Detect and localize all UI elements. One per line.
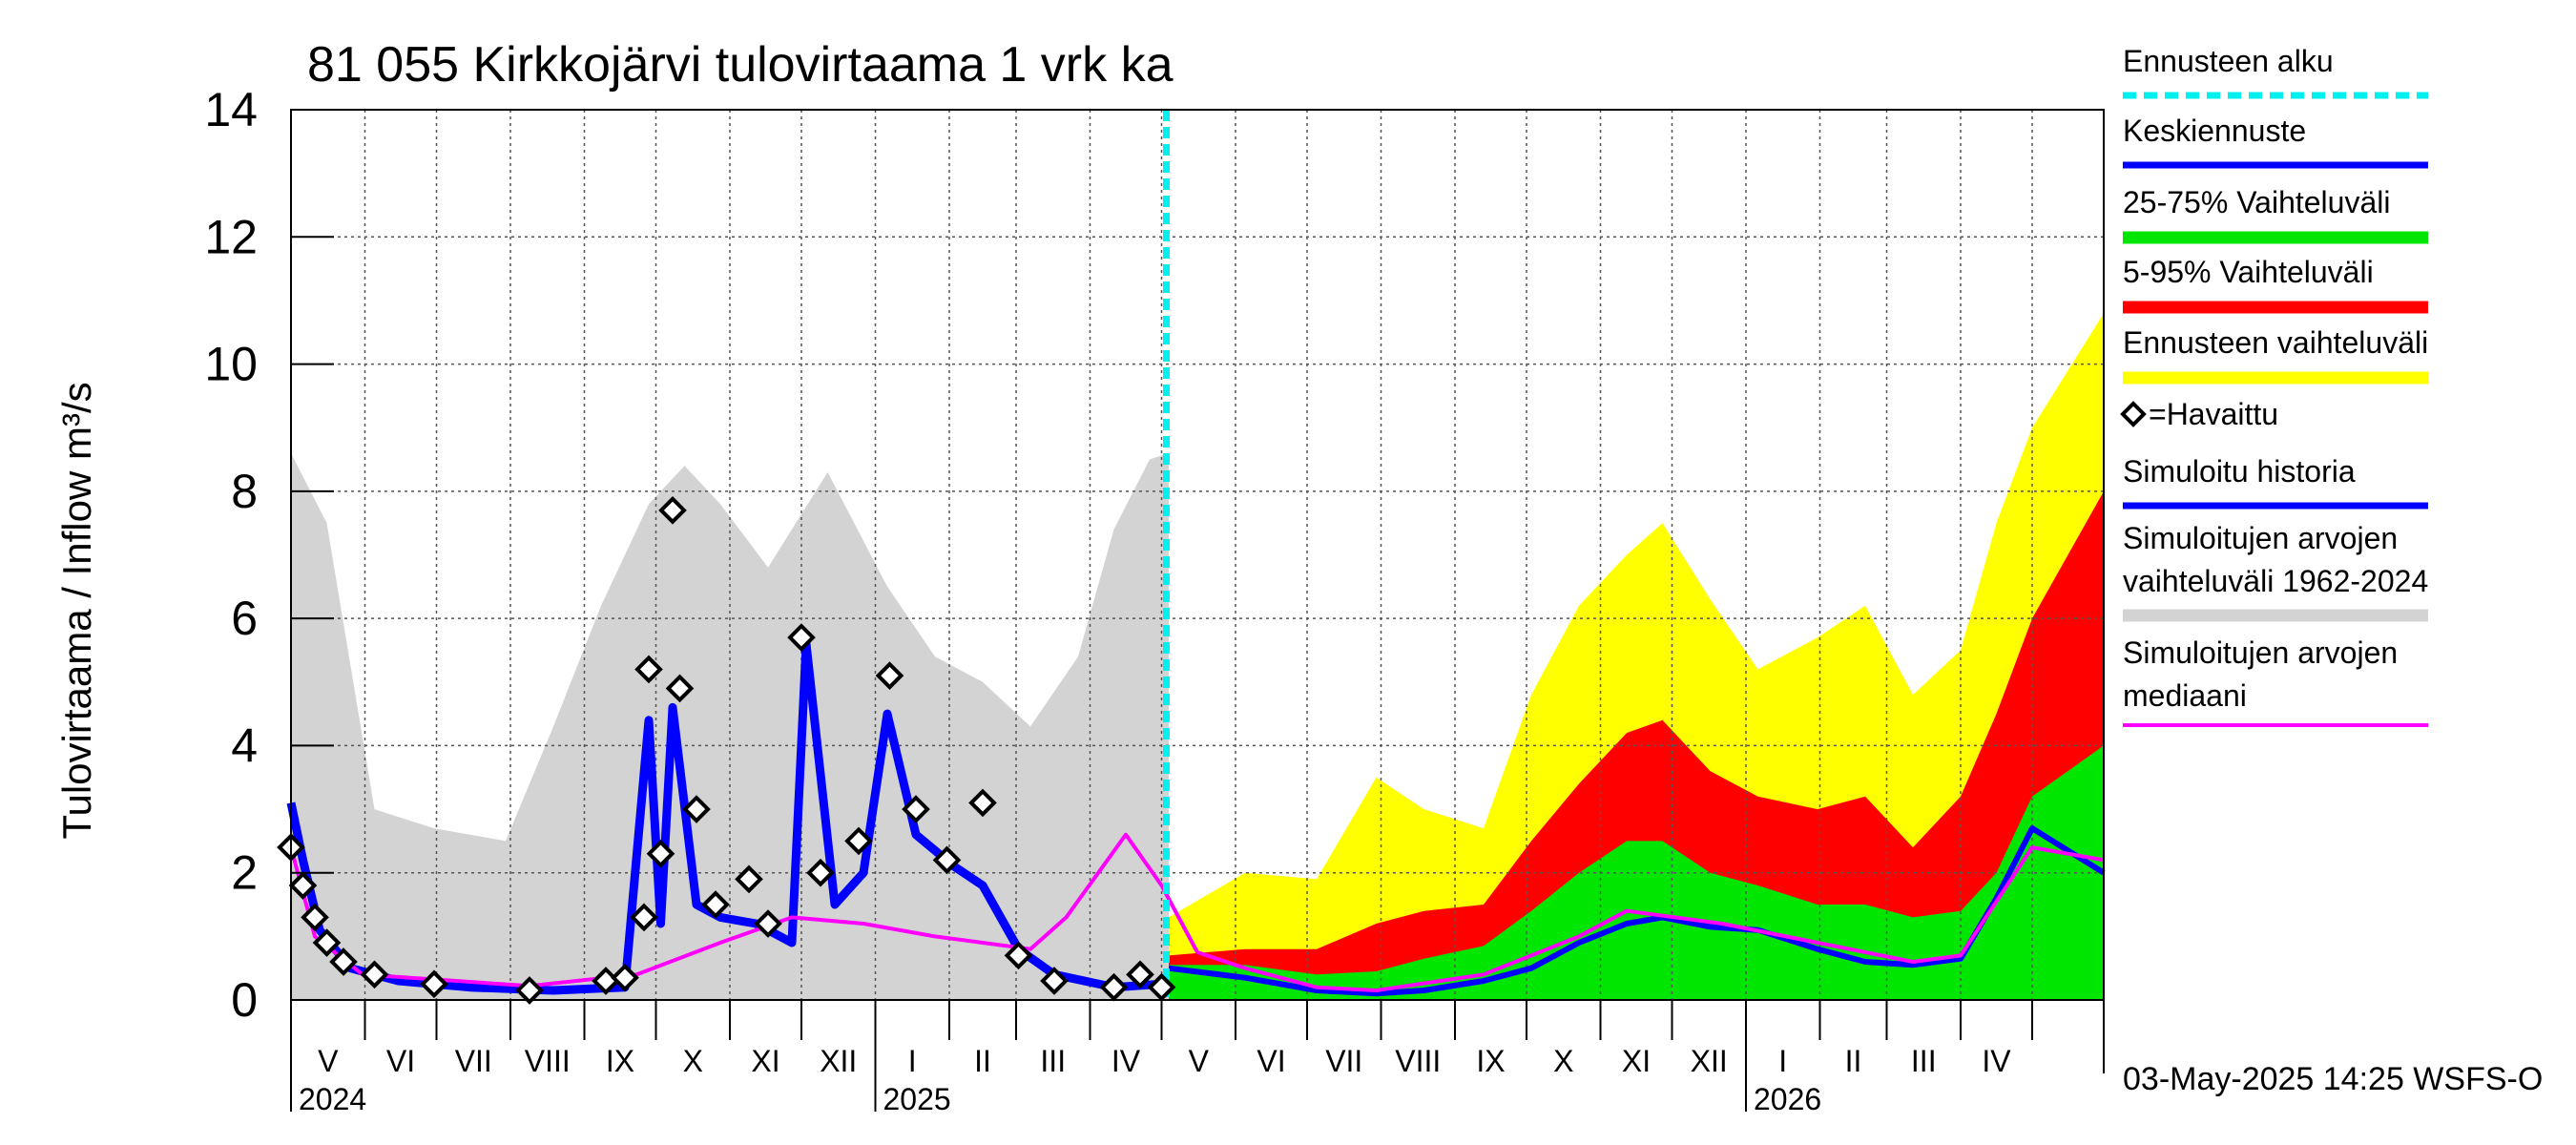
sim-history-line xyxy=(286,639,1162,995)
y-tick-label: 12 xyxy=(204,210,258,263)
y-tick-label: 10 xyxy=(204,338,258,391)
x-month-label: VIII xyxy=(1395,1044,1441,1078)
x-year-label: 2025 xyxy=(883,1082,951,1116)
observed-marker xyxy=(875,661,904,690)
observed-marker xyxy=(682,795,711,823)
x-month-label: X xyxy=(1553,1044,1573,1078)
x-month-label: III xyxy=(1040,1044,1066,1078)
x-month-label: II xyxy=(1845,1044,1862,1078)
x-month-label: VII xyxy=(1325,1044,1362,1078)
observed-marker xyxy=(630,903,658,932)
observed-marker xyxy=(754,909,782,938)
observed-marker xyxy=(634,655,663,684)
observed-marker xyxy=(902,795,930,823)
legend-label: =Havaittu xyxy=(2149,397,2278,431)
y-tick-label: 2 xyxy=(231,846,258,900)
legend-label: 5-95% Vaihteluväli xyxy=(2123,255,2374,289)
x-year-label: 2024 xyxy=(299,1082,366,1116)
x-month-label: VIII xyxy=(525,1044,571,1078)
observed-marker xyxy=(665,674,695,703)
y-tick-label: 0 xyxy=(231,973,258,1027)
legend-swatch-observed xyxy=(2120,401,2147,427)
observed-marker xyxy=(1040,967,1069,995)
x-month-label: IX xyxy=(606,1044,634,1078)
observed-marker xyxy=(1147,972,1176,1002)
legend-label: Simuloitujen arvojen xyxy=(2123,521,2398,555)
x-month-label: VI xyxy=(1257,1044,1285,1078)
plot-frame xyxy=(290,109,2105,1001)
legend-label: Ennusteen vaihteluväli xyxy=(2123,325,2428,360)
legend-label: Keskiennuste xyxy=(2123,114,2306,148)
legend-label: Simuloitujen arvojen xyxy=(2123,635,2398,670)
chart-title: 81 055 Kirkkojärvi tulovirtaama 1 vrk ka xyxy=(307,37,1174,93)
legend-label-line2: mediaani xyxy=(2123,678,2247,713)
observed-marker xyxy=(1126,960,1154,989)
y-tick-label: 4 xyxy=(231,718,258,772)
observed-marker xyxy=(288,871,318,900)
y-tick-label: 8 xyxy=(231,465,258,518)
x-month-label: VI xyxy=(386,1044,415,1078)
p25-75-band xyxy=(1169,745,2104,1000)
x-month-label: XII xyxy=(1691,1044,1728,1078)
x-year-label: 2026 xyxy=(1754,1082,1821,1116)
observed-marker xyxy=(658,496,687,525)
observed-marker xyxy=(968,788,997,818)
observed-marker xyxy=(611,963,639,992)
y-tick-label: 6 xyxy=(231,592,258,645)
observed-marker xyxy=(312,928,342,957)
x-month-label: III xyxy=(1911,1044,1937,1078)
x-month-label: V xyxy=(1189,1044,1210,1078)
median-line xyxy=(289,832,2105,992)
observed-marker xyxy=(329,947,358,976)
observed-marker xyxy=(515,976,544,1005)
p5-95-band xyxy=(1169,490,2104,1000)
y-axis-label: Tulovirtaama / Inflow m³/s xyxy=(54,382,99,839)
x-month-label: I xyxy=(1778,1044,1787,1078)
grid-layer xyxy=(291,109,2104,1000)
x-month-label: II xyxy=(974,1044,991,1078)
legend-label: Ennusteen alku xyxy=(2123,44,2334,78)
observed-marker xyxy=(1004,941,1033,970)
observed-markers-layer xyxy=(277,496,1176,1005)
x-month-label: I xyxy=(908,1044,917,1078)
observed-marker xyxy=(701,890,730,919)
x-month-label: XII xyxy=(820,1044,857,1078)
observed-marker xyxy=(646,839,675,868)
x-month-label: VII xyxy=(455,1044,492,1078)
observed-marker xyxy=(844,826,873,856)
legend-label: Simuloitu historia xyxy=(2123,454,2356,489)
observed-marker xyxy=(301,903,329,932)
observed-marker xyxy=(806,858,835,887)
x-month-label: IV xyxy=(1982,1044,2011,1078)
observed-marker xyxy=(420,969,448,999)
legend: Ennusteen alku Keskiennuste 25-75% Vaihtel… xyxy=(2120,44,2428,727)
observed-marker xyxy=(932,845,962,875)
x-month-label: XI xyxy=(751,1044,779,1078)
x-month-label: X xyxy=(683,1044,703,1078)
x-month-label: IX xyxy=(1476,1044,1505,1078)
observed-marker xyxy=(1099,972,1129,1002)
series-lines-layer xyxy=(286,110,2106,1000)
observed-marker xyxy=(787,623,816,652)
range-bands-layer xyxy=(291,110,2104,1000)
x-month-label: IV xyxy=(1111,1044,1141,1078)
legend-label: 25-75% Vaihteluväli xyxy=(2123,185,2390,219)
x-month-label: V xyxy=(318,1044,339,1078)
legend-label-line2: vaihteluväli 1962-2024 xyxy=(2123,564,2428,598)
y-tick-label: 14 xyxy=(204,83,258,136)
x-month-label: XI xyxy=(1622,1044,1651,1078)
observed-marker xyxy=(735,864,763,894)
observed-marker xyxy=(360,960,389,989)
footer-timestamp: 03-May-2025 14:25 WSFS-O xyxy=(2123,1061,2543,1097)
